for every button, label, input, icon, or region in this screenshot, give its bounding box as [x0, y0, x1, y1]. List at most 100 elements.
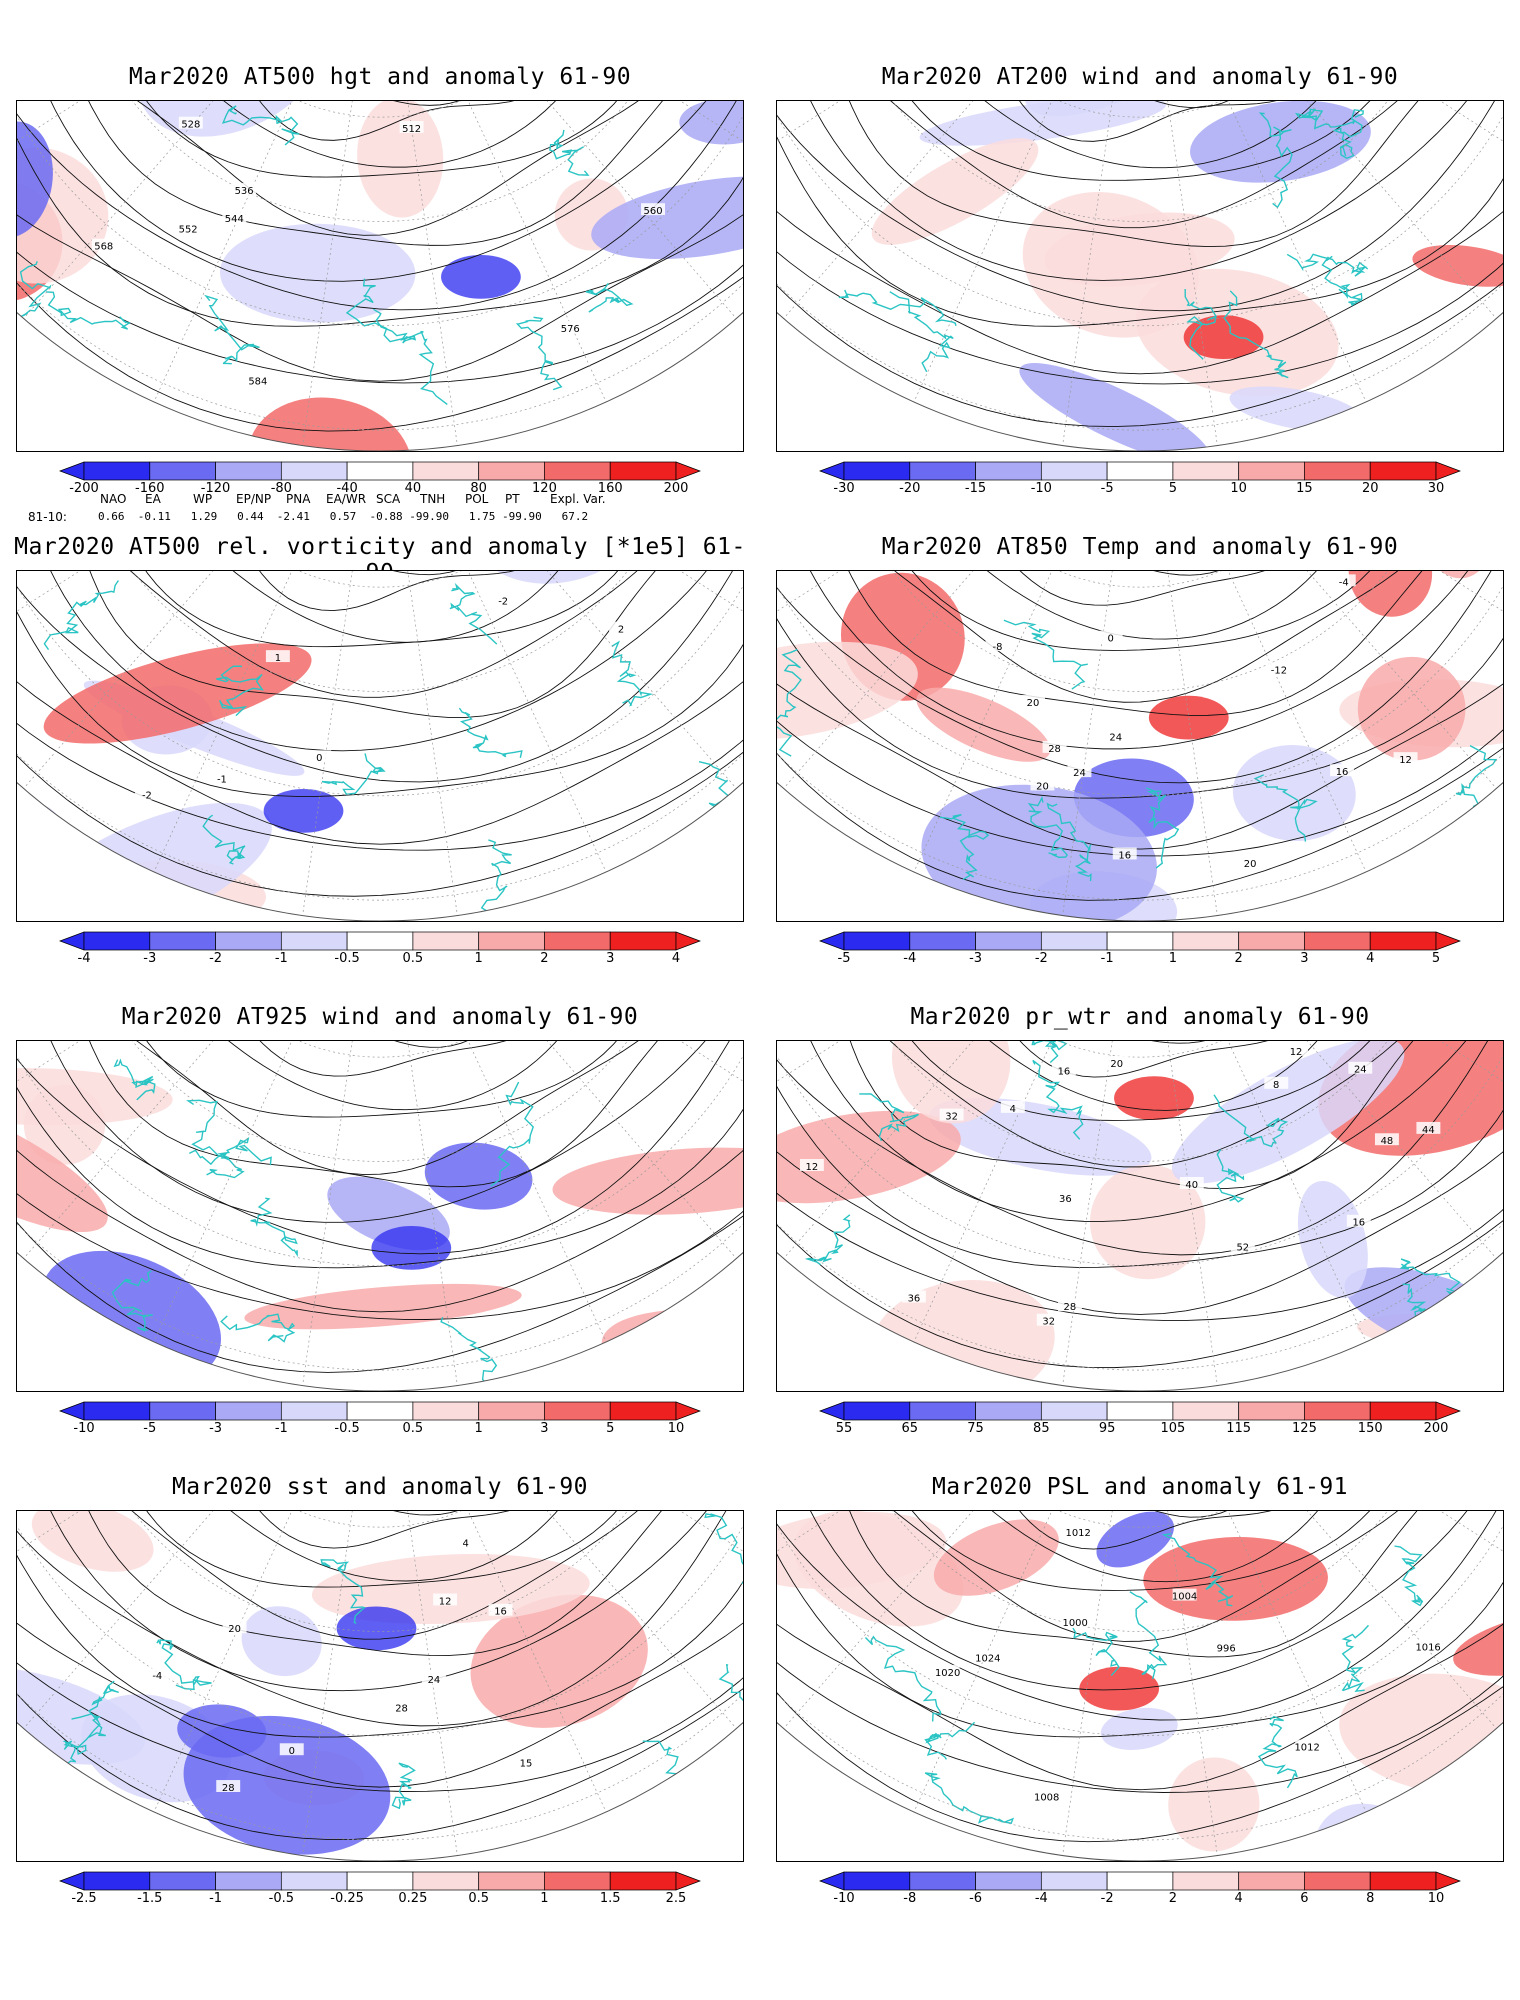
colorbar-container: -10 -5 -3 -1 -0.5 0.5 1 3 5 10: [59, 1401, 701, 1436]
colorbar-tick-label: -30: [833, 481, 855, 496]
colorbar-tick-label: 4: [671, 951, 681, 966]
colorbar-tick-label: -3: [209, 1421, 223, 1436]
colorbar-container: -30 -20 -15 -10 -5 5 10 15 20 30: [819, 461, 1461, 496]
colorbar-tick-label: 125: [1292, 1421, 1317, 1436]
colorbar-tick-label: 3: [606, 951, 615, 966]
colorbar-tick-label: -4: [77, 951, 91, 966]
contour-label: 1012: [1066, 1528, 1091, 1539]
contour-label: 16: [494, 1607, 507, 1618]
tele-header: PNA: [286, 492, 311, 506]
colorbar-tick-label: 2: [1234, 951, 1243, 966]
colorbar-tick-label: 1: [474, 951, 483, 966]
contour-label: 1012: [1294, 1743, 1319, 1754]
contour-label: 528: [181, 120, 200, 131]
contour-label: 28: [1048, 744, 1061, 755]
colorbar-tick-label: -5: [143, 1421, 157, 1436]
colorbar-container: -10 -8 -6 -4 -2 2 4 6 8 10: [819, 1871, 1461, 1906]
colorbar-tick-label: -10: [833, 1891, 855, 1906]
colorbar-tick-label: 10: [1230, 481, 1247, 496]
colorbar-tick-label: 5: [1168, 481, 1178, 496]
map-canvas: [17, 1041, 743, 1391]
contour-label: 996: [1217, 1644, 1236, 1655]
contour-label: -8: [993, 642, 1003, 653]
colorbar-tick-label: 0.5: [468, 1891, 489, 1906]
colorbar-tick-label: 200: [663, 481, 689, 496]
colorbar-container: 55 65 75 85 95 105 115 125 150 200: [819, 1401, 1461, 1436]
colorbar-tick-label: 150: [1357, 1421, 1383, 1436]
contour-label: 0: [289, 1746, 295, 1757]
colorbar: [59, 461, 701, 481]
map-canvas: -2 1 2 0 -1 -2: [17, 571, 743, 921]
tele-header: PT: [505, 492, 520, 506]
contour-label: 12: [1290, 1047, 1303, 1058]
contour-label: 1004: [1172, 1592, 1197, 1603]
tele-header: Expl. Var.: [550, 492, 606, 506]
contour-label: 36: [908, 1294, 921, 1305]
contour-label: 0: [1108, 634, 1114, 645]
colorbar-tick-label: 95: [1098, 1421, 1116, 1436]
contour-label: 28: [222, 1783, 235, 1794]
contour-label: 1024: [975, 1653, 1000, 1664]
colorbar-tick-label: 3: [540, 1421, 549, 1436]
colorbar-tick-label: -1: [274, 1421, 288, 1436]
polar-map: 1012 1004 1000 996 1024 1020 1016 1012 1008: [776, 1510, 1504, 1862]
colorbar-tick-label: 4: [1366, 951, 1375, 966]
polar-map: 0 -4 -8 -12 20 24 28 24 20 16 12 16 20: [776, 570, 1504, 922]
colorbar-tick-label: -160: [135, 481, 165, 496]
colorbar: [819, 1401, 1461, 1421]
colorbar-tick-label: -1: [274, 951, 288, 966]
contour-label: 24: [1073, 768, 1086, 779]
contour-label: 1: [275, 653, 281, 664]
contour-label: 12: [806, 1162, 819, 1173]
contour-label: 20: [228, 1624, 241, 1635]
colorbar-tick-label: -2.5: [71, 1891, 97, 1906]
colorbar-tick-label: -5: [1100, 481, 1114, 496]
map-panel-p3: Mar2020 AT500 rel. vorticity and anomaly…: [0, 470, 760, 970]
contour-label: 12: [1399, 755, 1412, 766]
contour-label: 584: [248, 376, 267, 387]
panel-title: Mar2020 AT925 wind and anomaly 61-90: [121, 1004, 639, 1030]
contour-label: 24: [428, 1675, 441, 1686]
colorbar-tick-label: 0.25: [398, 1891, 428, 1906]
colorbar-tick-label: 1: [540, 1891, 549, 1906]
contour-label: 560: [644, 206, 663, 217]
colorbar-tick-label: 4: [1234, 1891, 1243, 1906]
contour-label: -1: [217, 775, 227, 786]
contour-label: 4: [462, 1539, 468, 1550]
map-panel-p6: Mar2020 pr_wtr and anomaly 61-90 20 16 12 8 4…: [760, 940, 1520, 1440]
panel-title: Mar2020 AT850 Temp and anomaly 61-90: [881, 534, 1399, 560]
colorbar-tick-label: 80: [470, 481, 487, 496]
tele-header: POL: [465, 492, 489, 506]
colorbar-tick-label: 55: [835, 1421, 853, 1436]
map-canvas: 4 12 16 20 24 28 -4 0 15 28: [17, 1511, 743, 1861]
colorbar-tick-label: 2.5: [665, 1891, 687, 1906]
colorbar-container: -5 -4 -3 -2 -1 1 2 3 4 5: [819, 931, 1461, 966]
contour-label: 20: [1244, 859, 1257, 870]
contour-label: 1000: [1063, 1618, 1088, 1629]
colorbar-tick-label: 0.5: [402, 951, 424, 966]
contour-label: 32: [1042, 1317, 1055, 1328]
colorbar-tick-label: -0.5: [334, 951, 360, 966]
colorbar-tick-label: -2: [1034, 951, 1048, 966]
tele-header: EA/WR: [326, 492, 367, 506]
colorbar-tick-label: 75: [967, 1421, 984, 1436]
colorbar-tick-label: 20: [1361, 481, 1379, 496]
colorbar-tick-label: 105: [1160, 1421, 1186, 1436]
colorbar-tick-label: -4: [903, 951, 917, 966]
contour-label: 20: [1110, 1059, 1123, 1070]
colorbar-tick-label: 40: [404, 481, 422, 496]
map-canvas: [777, 101, 1503, 451]
colorbar-tick-label: -20: [899, 481, 921, 496]
contour-label: 44: [1422, 1125, 1435, 1136]
contour-label: -2: [142, 791, 152, 802]
colorbar-tick-label: -3: [969, 951, 983, 966]
colorbar: [59, 1871, 701, 1891]
panel-title: Mar2020 PSL and anomaly 61-91: [931, 1474, 1349, 1500]
contour-label: -4: [152, 1671, 162, 1682]
colorbar-tick-label: -6: [969, 1891, 983, 1906]
map-panel-p2: Mar2020 AT200 wind and anomaly 61-90 -30-…: [760, 0, 1520, 500]
contour-label: 28: [395, 1703, 408, 1714]
tele-header: WP: [193, 492, 213, 506]
colorbar-tick-label: 1.5: [599, 1891, 621, 1906]
colorbar-tick-label: 30: [1427, 481, 1445, 496]
